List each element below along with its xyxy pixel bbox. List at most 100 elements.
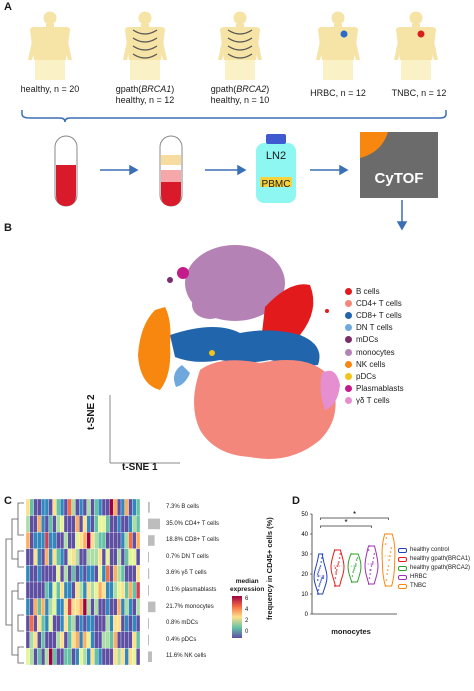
- violin-point: [387, 569, 389, 571]
- tsne-legend-item: CD4+ T cells: [345, 297, 402, 309]
- heatmap-colorbar-ticks: 6 4 2 0: [245, 594, 248, 638]
- violin-point: [372, 557, 375, 559]
- heatmap-row-label: 18.8% CD8+ T cells: [166, 537, 219, 544]
- group-healthy-label: healthy, n = 20: [20, 84, 80, 94]
- significance-bracket: [320, 517, 389, 520]
- legend-label: γδ T cells: [356, 396, 390, 406]
- tsne-legend-item: NK cells: [345, 358, 385, 370]
- legend-dot-icon: [345, 360, 352, 368]
- violin-point: [316, 593, 319, 595]
- person-hrbc-icon: [316, 11, 360, 80]
- violin-point: [338, 557, 341, 559]
- tsne-legend-item: Plasmablasts: [345, 383, 404, 395]
- legend-swatch-icon: [398, 547, 407, 553]
- row-size-bar: [148, 634, 149, 646]
- violin-legend-item: HRBC: [398, 574, 427, 580]
- ln2-label: LN2: [265, 150, 287, 162]
- legend-label: mDCs: [356, 335, 379, 345]
- violin-point: [367, 583, 370, 585]
- violin-point: [368, 545, 371, 547]
- violin-point: [355, 563, 357, 565]
- violin-point: [334, 567, 337, 569]
- legend-dot-icon: [345, 336, 352, 344]
- heatmap-row-label: 35.0% CD4+ T cells: [166, 520, 219, 527]
- legend-label: NK cells: [356, 359, 386, 369]
- violin-point: [390, 547, 393, 549]
- violin-point: [333, 585, 336, 587]
- violin-legend-item: healthy control: [398, 547, 449, 553]
- colorbar-tick: 2: [245, 618, 249, 624]
- y-tick-label: 10: [301, 592, 308, 598]
- violin-point: [367, 549, 370, 551]
- violin-point: [335, 573, 337, 575]
- violin-point: [317, 575, 320, 577]
- violin-point: [318, 569, 320, 571]
- legend-dot-icon: [345, 299, 352, 307]
- person-tnbc-icon: [394, 11, 438, 80]
- violin-point: [317, 571, 320, 573]
- legend-label: B cells: [356, 286, 380, 296]
- group-brca2-label: gpath(BRCA2) healthy, n = 10: [210, 84, 270, 105]
- legend-label: TNBC: [410, 583, 427, 589]
- colorbar-tick: 4: [245, 607, 249, 613]
- violin-point: [372, 561, 374, 563]
- panel-a-label: A: [4, 1, 12, 13]
- nk-cluster: [138, 307, 171, 390]
- violin-shape: [381, 533, 396, 587]
- violin-point: [386, 533, 388, 535]
- cd8-cluster: [170, 326, 320, 366]
- y-tick-label: 50: [301, 512, 308, 518]
- legend-label: monocytes: [356, 347, 395, 357]
- violin-ylabel: frequency in CD45+ cells (%): [265, 517, 274, 620]
- y-tick-label: 40: [301, 532, 308, 538]
- violin-xlabel: monocytes: [331, 627, 371, 636]
- violin-point: [352, 571, 354, 573]
- heatmap-row-label: 21.7% monocytes: [166, 603, 214, 610]
- violin-point: [389, 551, 392, 553]
- group-hrbc-label: HRBC, n = 12: [310, 88, 366, 98]
- violin-point: [338, 561, 340, 563]
- legend-label: DN T cells: [356, 323, 393, 333]
- violin-shape: [313, 553, 328, 595]
- violin-point: [386, 573, 388, 575]
- significance-star: *: [344, 518, 347, 527]
- heatmap-row-label: 7.3% B cells: [166, 504, 200, 510]
- panel-d-label: D: [292, 495, 300, 507]
- violin-point: [336, 565, 339, 567]
- tsne-legend: B cells CD4+ T cells CD8+ T cells DN T cell…: [345, 285, 465, 415]
- legend-label: healthy control: [410, 547, 450, 553]
- tsne-legend-item: B cells: [345, 285, 380, 297]
- violin-point: [350, 553, 353, 555]
- tsne-legend-item: monocytes: [345, 346, 395, 358]
- heatmap-row-label: 3.6% γδ T cells: [166, 570, 207, 577]
- violin-point: [319, 567, 321, 569]
- legend-dot-icon: [345, 324, 352, 332]
- violin-point: [319, 565, 322, 567]
- legend-dot-icon: [345, 287, 352, 295]
- legend-label: healthy gpath(BRCA2): [410, 565, 471, 571]
- violin-point: [350, 581, 353, 583]
- heatmap-row-label: 0.8% mDCs: [166, 620, 199, 627]
- person-brca1-icon: [123, 11, 167, 80]
- violin-point: [387, 565, 390, 567]
- violin-point: [371, 563, 373, 565]
- row-size-bar: [148, 518, 160, 530]
- violin-point: [368, 577, 371, 579]
- violin-point: [320, 579, 322, 581]
- heatmap-legend-title: median expression: [230, 578, 265, 593]
- legend-label: CD8+ T cells: [356, 310, 402, 320]
- row-size-bar: [148, 618, 149, 629]
- significance-star: *: [353, 510, 356, 519]
- violin-point: [321, 553, 324, 555]
- violin-shape: [364, 545, 379, 585]
- violin-legend-item: healthy gpath(BRCA2): [398, 565, 470, 571]
- legend-label: Plasmablasts: [356, 384, 404, 394]
- heatmap-row-label: 11.6% NK cells: [166, 653, 207, 660]
- tsne-ylabel: t-SNE 2: [86, 394, 97, 430]
- tsne-legend-item: γδ T cells: [345, 395, 390, 407]
- significance-bracket: [320, 525, 372, 528]
- violin-point: [320, 561, 322, 563]
- violin-point: [370, 565, 373, 567]
- row-size-bar: [148, 585, 149, 596]
- tsne-legend-item: DN T cells: [345, 322, 393, 334]
